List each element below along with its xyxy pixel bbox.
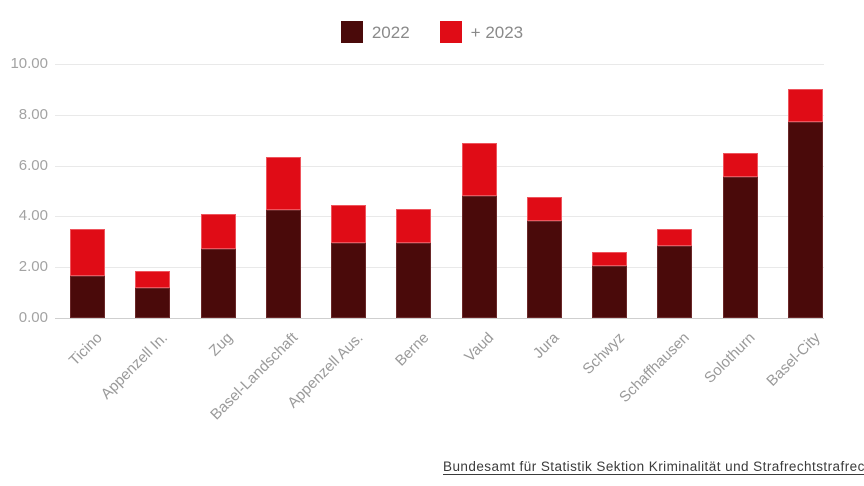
bar-segment-2022 <box>70 276 106 318</box>
bar-segment-2022 <box>331 243 367 318</box>
bar-segment-2022 <box>526 221 562 318</box>
bar-segment-2023 <box>657 229 693 246</box>
bar-segment-2023 <box>396 208 432 244</box>
x-axis-label: Ticino <box>66 329 106 370</box>
y-axis-tick-label: 4.00 <box>18 207 48 225</box>
x-axis-label: Appenzell In. <box>97 329 172 403</box>
bar-segment-2023 <box>200 213 236 250</box>
source-link[interactable]: Bundesamt für Statistik Sektion Kriminal… <box>443 459 864 474</box>
bar-segment-2022 <box>722 177 758 318</box>
chart-legend: 2022 + 2023 <box>0 21 864 43</box>
legend-swatch-icon <box>439 21 462 43</box>
x-axis-baseline <box>55 318 824 319</box>
legend-swatch-icon <box>340 21 363 43</box>
y-axis-tick-label: 6.00 <box>18 156 48 174</box>
x-axis-label: Basel-City <box>763 329 824 390</box>
x-axis-label: Jura <box>530 329 563 362</box>
bar-segment-2023 <box>135 271 171 288</box>
bar-segment-2022 <box>461 196 497 318</box>
gridline <box>55 114 824 116</box>
bar-segment-2023 <box>331 204 367 244</box>
legend-label: + 2023 <box>470 22 524 42</box>
x-axis-label: Schaffhausen <box>616 329 694 406</box>
legend-label: 2022 <box>371 22 410 42</box>
y-axis-tick-label: 10.00 <box>10 55 48 72</box>
legend-item-2023: + 2023 <box>439 21 524 43</box>
bar-segment-2022 <box>135 287 171 318</box>
bar-segment-2023 <box>70 229 106 277</box>
bar-segment-2023 <box>787 89 823 123</box>
gridline <box>55 216 824 218</box>
gridline <box>55 165 824 167</box>
bar-segment-2022 <box>200 249 236 318</box>
y-axis-tick-label: 0.00 <box>18 309 48 326</box>
gridline <box>55 64 824 65</box>
y-axis-tick-label: 2.00 <box>18 258 48 276</box>
bar-segment-2023 <box>592 251 628 266</box>
gridline <box>55 267 824 269</box>
bar-segment-2022 <box>265 210 301 318</box>
legend-item-2022: 2022 <box>340 21 410 43</box>
bar-segment-2022 <box>657 245 693 318</box>
bar-segment-2022 <box>592 265 628 318</box>
bar-segment-2022 <box>396 243 432 318</box>
x-axis-label: Zug <box>206 329 237 360</box>
y-axis-tick-label: 8.00 <box>18 105 48 123</box>
bar-segment-2023 <box>526 197 562 222</box>
x-axis-label: Solothurn <box>701 329 759 387</box>
x-axis-label: Berne <box>391 329 433 370</box>
bar-segment-2023 <box>461 142 497 197</box>
bar-segment-2023 <box>722 152 758 178</box>
x-axis-label: Vaud <box>461 329 498 366</box>
x-axis-label: Schwyz <box>579 329 628 378</box>
bar-segment-2022 <box>787 122 823 318</box>
bar-segment-2023 <box>265 156 301 211</box>
